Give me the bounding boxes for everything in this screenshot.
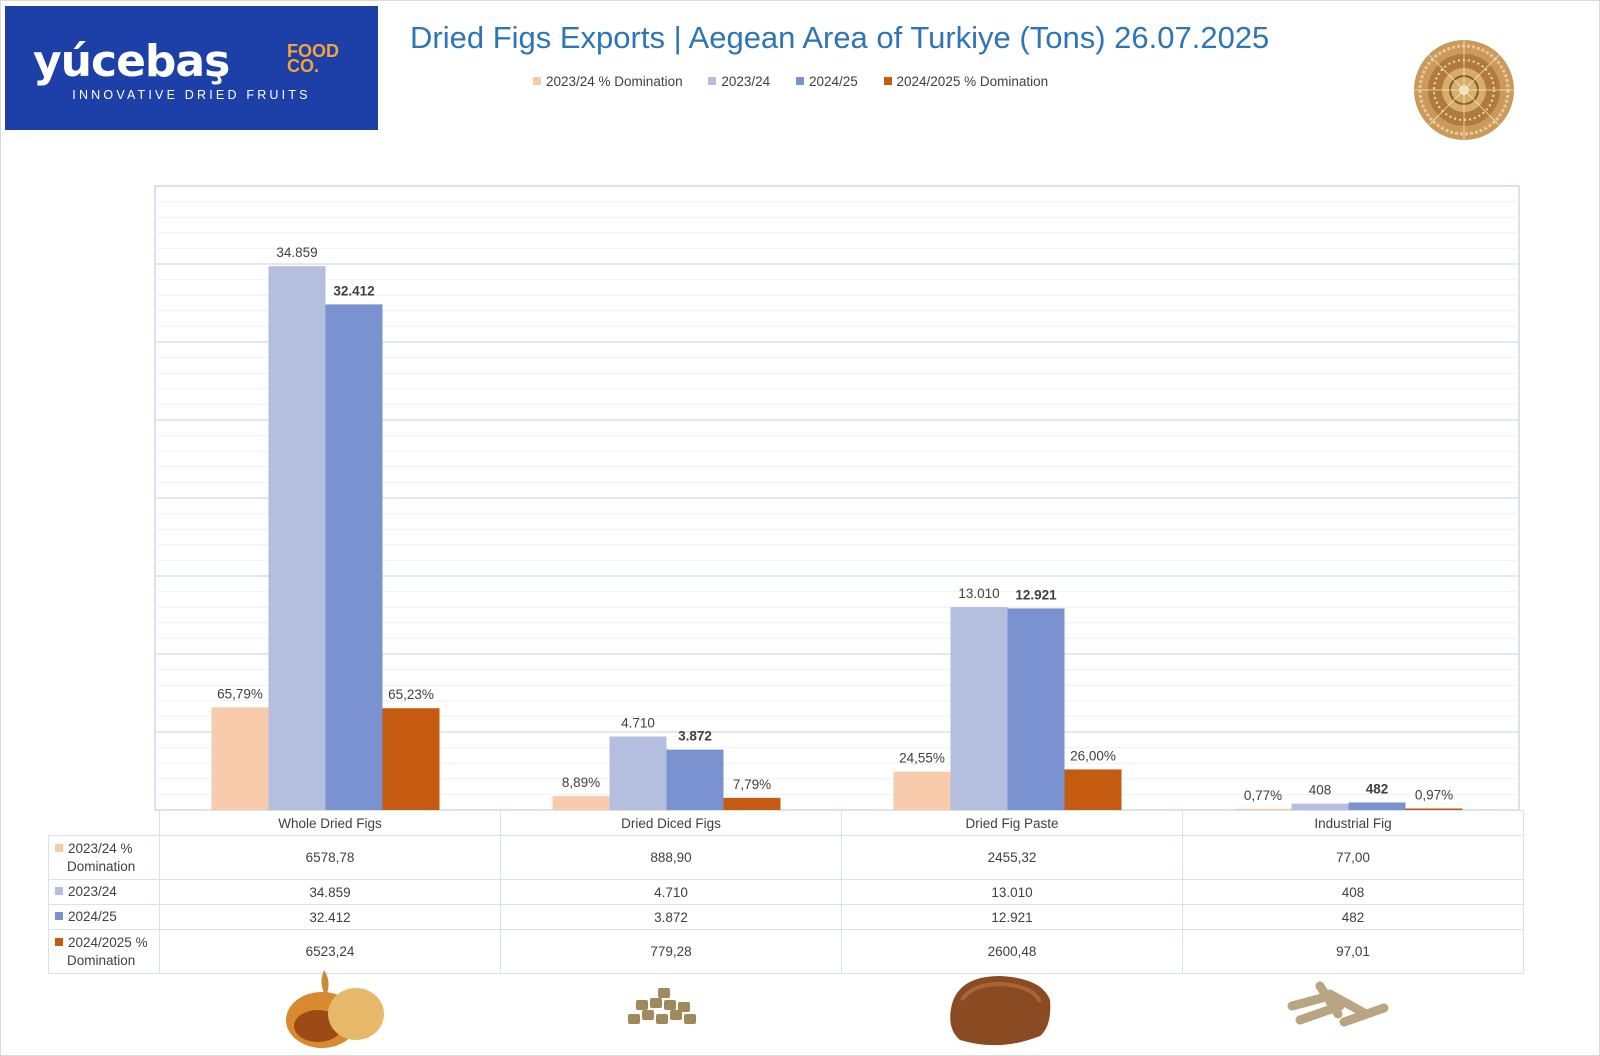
bar-1-2 bbox=[950, 607, 1008, 810]
category-label: Industrial Fig bbox=[1182, 810, 1524, 836]
table-cell: 6578,78 bbox=[159, 835, 501, 880]
category-row: Whole Dried Figs Dried Diced Figs Dried … bbox=[49, 810, 1524, 836]
chart-title: Dried Figs Exports | Aegean Area of Turk… bbox=[410, 20, 1270, 55]
data-label-0-2: 24,55% bbox=[899, 751, 945, 766]
bar-3-2 bbox=[1064, 769, 1122, 810]
bar-0-1 bbox=[552, 796, 610, 810]
row-header: 2024/25 bbox=[48, 904, 160, 930]
category-label: Whole Dried Figs bbox=[159, 810, 501, 836]
row-label-a: 2023/24 % bbox=[68, 840, 133, 856]
table-cell: 12.921 bbox=[841, 904, 1183, 930]
table-cell: 32.412 bbox=[159, 904, 501, 930]
bar-3-3 bbox=[1405, 808, 1463, 810]
table-cell: 888,90 bbox=[500, 835, 842, 880]
data-label-0-0: 65,79% bbox=[217, 686, 263, 701]
data-label-2-3: 482 bbox=[1366, 781, 1389, 796]
table-cell: 34.859 bbox=[159, 879, 501, 905]
row-label-b: Domination bbox=[67, 952, 136, 968]
data-label-1-1: 4.710 bbox=[621, 716, 655, 731]
diced-fig-photo bbox=[628, 988, 696, 1024]
legend-item: 2024/25 bbox=[795, 74, 858, 89]
category-label: Dried Fig Paste bbox=[841, 810, 1183, 836]
logo-tagline: INNOVATIVE DRIED FRUITS bbox=[72, 88, 311, 102]
legend-item: 2024/2025 % Domination bbox=[883, 74, 1048, 89]
table-cell: 408 bbox=[1182, 879, 1524, 905]
table-cell: 482 bbox=[1182, 904, 1524, 930]
row-header: 2024/2025 % Domination bbox=[48, 929, 160, 974]
legend-swatch bbox=[533, 77, 541, 85]
table-row: 2024/2025 % Domination 6523,24 779,28 260… bbox=[48, 929, 1524, 974]
data-label-3-0: 65,23% bbox=[388, 687, 434, 702]
bar-1-0 bbox=[268, 266, 326, 810]
row-label-a: 2024/2025 % bbox=[68, 934, 148, 950]
data-label-2-0: 32.412 bbox=[333, 283, 374, 298]
row-label-b: Domination bbox=[67, 858, 136, 874]
bar-2-1 bbox=[666, 749, 724, 810]
bar-1-1 bbox=[609, 736, 667, 810]
legend-item: 2023/24 bbox=[708, 74, 770, 89]
category-label: Dried Diced Figs bbox=[500, 810, 842, 836]
table-cell: 13.010 bbox=[841, 879, 1183, 905]
table-cell: 779,28 bbox=[500, 929, 842, 974]
chart-legend: 2023/24 % Domination 2023/24 2024/25 202… bbox=[533, 74, 1070, 89]
legend-swatch bbox=[708, 77, 717, 85]
row-header: 2023/24 % Domination bbox=[48, 835, 160, 880]
bar-2-0 bbox=[325, 304, 383, 810]
bar-0-3 bbox=[1234, 808, 1292, 810]
table-cell: 4.710 bbox=[500, 879, 842, 905]
bar-0-0 bbox=[211, 707, 269, 810]
data-label-0-1: 8,89% bbox=[562, 775, 600, 790]
bar-1-3 bbox=[1291, 803, 1349, 810]
data-label-2-2: 12.921 bbox=[1015, 587, 1057, 602]
product-photos bbox=[286, 970, 1389, 1048]
bar-2-2 bbox=[1007, 608, 1065, 810]
bar-3-1 bbox=[723, 797, 781, 810]
data-label-3-3: 0,97% bbox=[1415, 787, 1453, 802]
table-cell: 6523,24 bbox=[159, 929, 501, 974]
whole-fig-photo bbox=[286, 970, 384, 1048]
data-label-2-1: 3.872 bbox=[678, 729, 712, 744]
legend-swatch bbox=[795, 77, 804, 85]
bar-chart: 65,79% 8,89% 24,55% 0,77% 34.859 4.710 13.010 4… bbox=[154, 185, 1520, 811]
table-cell: 2600,48 bbox=[841, 929, 1183, 974]
data-label-1-2: 13.010 bbox=[958, 586, 999, 601]
logo-food-co: FOOD CO. bbox=[287, 41, 339, 76]
data-label-1-3: 408 bbox=[1309, 783, 1332, 798]
row-header: 2023/24 bbox=[48, 879, 160, 905]
data-label-3-2: 26,00% bbox=[1070, 748, 1116, 763]
data-table: Whole Dried Figs Dried Diced Figs Dried … bbox=[48, 810, 1524, 974]
fig-paste-photo bbox=[950, 976, 1051, 1046]
bar-0-2 bbox=[893, 771, 951, 810]
logo-wordmark: yúcebaş bbox=[33, 36, 230, 87]
industrial-fig-photo bbox=[1287, 981, 1389, 1027]
data-label-1-0: 34.859 bbox=[276, 245, 317, 260]
table-cell: 3.872 bbox=[500, 904, 842, 930]
bar-3-0 bbox=[382, 708, 440, 810]
legend-swatch bbox=[883, 77, 892, 85]
table-cell: 97,01 bbox=[1182, 929, 1524, 974]
table-row: 2023/24 % Domination 6578,78 888,90 2455,… bbox=[48, 835, 1524, 880]
data-label-3-1: 7,79% bbox=[733, 777, 771, 792]
table-row: 2024/25 32.412 3.872 12.921 482 bbox=[48, 904, 1524, 930]
data-label-0-3: 0,77% bbox=[1244, 788, 1282, 803]
bar-2-3 bbox=[1348, 802, 1406, 810]
legend-item: 2023/24 % Domination bbox=[533, 74, 683, 89]
table-cell: 77,00 bbox=[1182, 835, 1524, 880]
table-cell: 2455,32 bbox=[841, 835, 1183, 880]
decorative-seal-icon bbox=[1414, 40, 1514, 140]
company-logo: yúcebaş FOOD CO. INNOVATIVE DRIED FRUITS bbox=[5, 6, 378, 130]
table-row: 2023/24 34.859 4.710 13.010 408 bbox=[48, 879, 1524, 905]
